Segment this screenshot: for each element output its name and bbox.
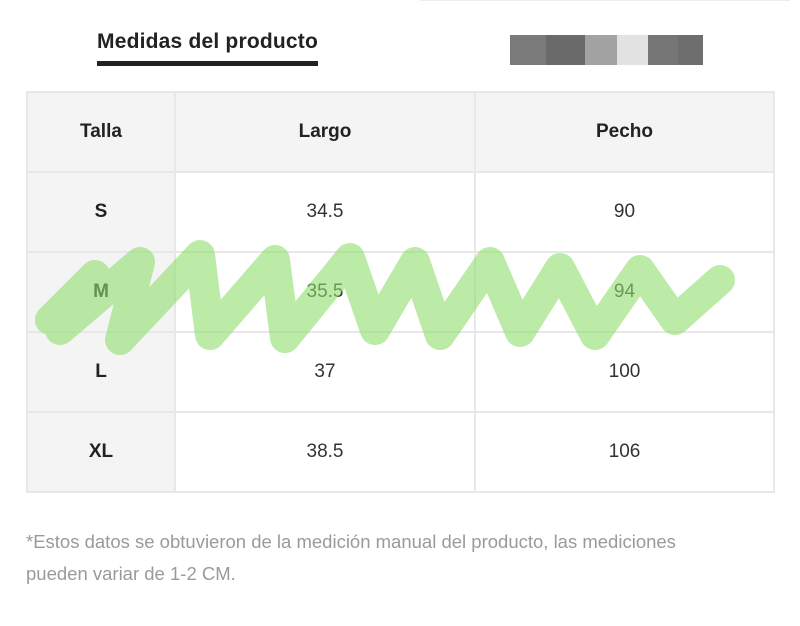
header-talla: Talla — [26, 91, 176, 173]
pecho-cell: 90 — [474, 171, 775, 253]
measurement-footnote: *Estos datos se obtuvieron de la medició… — [26, 531, 676, 584]
size-cell: L — [26, 331, 176, 413]
header-pecho: Pecho — [474, 91, 775, 173]
largo-cell: 37 — [174, 331, 476, 413]
size-table: Talla Largo Pecho S 34.5 90 M 35.5 94 L … — [26, 91, 775, 493]
table-header-row: Talla Largo Pecho — [26, 91, 775, 173]
swatch[interactable] — [678, 35, 703, 65]
largo-cell: 38.5 — [174, 411, 476, 493]
size-cell: S — [26, 171, 176, 253]
tab-product-measurements[interactable]: Medidas del producto — [97, 28, 319, 66]
swatch[interactable] — [546, 35, 585, 65]
color-swatch-strip — [510, 35, 703, 65]
pecho-cell: 100 — [474, 331, 775, 413]
table-row: M 35.5 94 — [26, 251, 775, 333]
swatch[interactable] — [617, 35, 648, 65]
size-cell: M — [26, 251, 176, 333]
tab-bar: Medidas del producto — [97, 28, 319, 68]
largo-cell: 34.5 — [174, 171, 476, 253]
swatch[interactable] — [648, 35, 678, 65]
swatch[interactable] — [585, 35, 617, 65]
swatch[interactable] — [510, 35, 546, 65]
table-row: L 37 100 — [26, 331, 775, 413]
table-row: XL 38.5 106 — [26, 411, 775, 493]
size-cell: XL — [26, 411, 176, 493]
pecho-cell: 94 — [474, 251, 775, 333]
header-largo: Largo — [174, 91, 476, 173]
largo-cell: 35.5 — [174, 251, 476, 333]
pecho-cell: 106 — [474, 411, 775, 493]
top-divider — [420, 0, 790, 1]
table-row: S 34.5 90 — [26, 171, 775, 253]
